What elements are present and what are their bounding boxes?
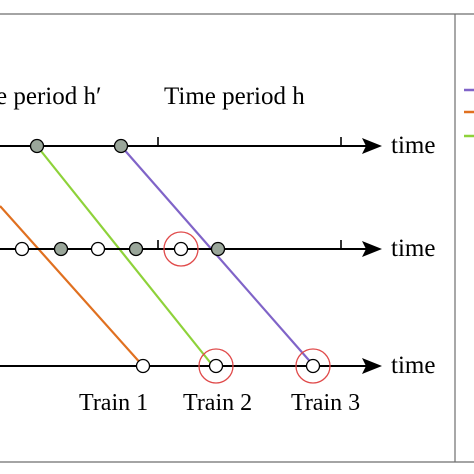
train-2-trajectory bbox=[36, 145, 214, 367]
departure-node bbox=[29, 138, 45, 154]
arrival-node bbox=[208, 358, 224, 374]
filled-node bbox=[53, 241, 69, 257]
previous-period-label: e period h′ bbox=[0, 83, 101, 110]
train-1-label: Train 1 bbox=[79, 390, 148, 416]
axis-arrowhead bbox=[362, 138, 382, 154]
axis-label: time bbox=[391, 132, 435, 159]
open-node bbox=[14, 241, 30, 257]
train-1-trajectory bbox=[0, 205, 144, 367]
filled-node bbox=[210, 241, 226, 257]
axis-arrowhead bbox=[362, 241, 382, 257]
open-node bbox=[90, 241, 106, 257]
highlight-ring bbox=[163, 231, 199, 267]
highlight-ring bbox=[198, 348, 234, 384]
current-period-label: Time period h bbox=[164, 83, 305, 110]
axis-label: time bbox=[391, 235, 435, 262]
arrival-node bbox=[305, 358, 321, 374]
axis-arrowhead bbox=[362, 358, 382, 374]
filled-node bbox=[128, 241, 144, 257]
train-2-label: Train 2 bbox=[183, 390, 252, 416]
departure-node bbox=[113, 138, 129, 154]
time-axis-1: time bbox=[0, 132, 435, 159]
arrival-node bbox=[135, 358, 151, 374]
axis-label: time bbox=[391, 352, 435, 379]
highlight-ring bbox=[295, 348, 331, 384]
open-node bbox=[173, 241, 189, 257]
train-3-label: Train 3 bbox=[291, 390, 360, 416]
